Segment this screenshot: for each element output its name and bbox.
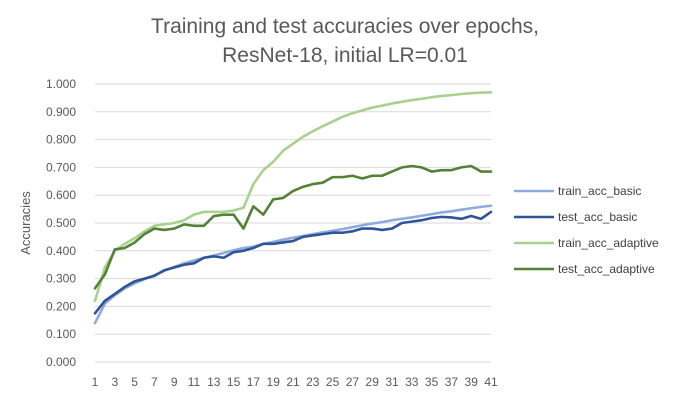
x-tick-label: 1 [92,375,99,389]
x-tick-label: 39 [465,375,479,389]
x-tick-label: 15 [227,375,241,389]
x-axis-ticks: 1 3 5 7 9 11 13 15 17 19 21 23 25 27 29 31 33 35 37 39 41 [92,375,498,389]
chart-title-line-1: Training and test accuracies over epochs… [151,15,539,38]
y-tick-label: 0.100 [46,327,76,341]
gridlines [95,83,491,363]
legend-label: test_acc_basic [558,210,637,224]
y-tick-label: 0.700 [46,160,76,174]
y-tick-label: 0.300 [46,272,76,286]
x-tick-label: 3 [111,375,118,389]
chart-title-line-2: ResNet-18, initial LR=0.01 [222,44,468,67]
x-tick-label: 33 [405,375,419,389]
x-tick-label: 19 [267,375,281,389]
y-axis-title: Accuracies [18,191,33,255]
legend-label: train_acc_adaptive [558,236,659,250]
y-axis-ticks: 0.000 0.100 0.200 0.300 0.400 0.500 0.600 0.700… [46,77,76,369]
series-line-test-acc-basic [93,210,493,315]
series-lines [93,91,493,325]
x-tick-label: 23 [306,375,320,389]
x-tick-label: 29 [366,375,380,389]
x-tick-label: 5 [131,375,138,389]
x-tick-label: 35 [425,375,439,389]
x-tick-label: 27 [346,375,360,389]
x-tick-label: 7 [151,375,158,389]
y-tick-label: 0.200 [46,299,76,313]
legend-label: test_acc_adaptive [558,262,655,276]
y-tick-label: 0.400 [46,244,76,258]
y-tick-label: 0.600 [46,188,76,202]
y-tick-label: 0.800 [46,133,76,147]
x-tick-label: 9 [171,375,178,389]
x-tick-label: 21 [286,375,300,389]
y-tick-label: 0.900 [46,105,76,119]
x-tick-label: 17 [247,375,261,389]
y-tick-label: 1.000 [46,77,76,91]
x-tick-label: 11 [188,375,201,389]
series-line-test-acc-adaptive [93,164,493,290]
x-tick-label: 31 [385,375,399,389]
legend-label: train_acc_basic [558,184,641,198]
x-tick-label: 37 [445,375,459,389]
x-tick-label: 41 [484,375,498,389]
x-tick-label: 25 [326,375,340,389]
series-line-train-acc-adaptive [93,91,493,303]
legend: train_acc_basic test_acc_basic train_acc_a… [514,184,659,276]
y-tick-label: 0.500 [46,216,76,230]
x-tick-label: 13 [207,375,221,389]
y-tick-label: 0.000 [46,355,76,369]
